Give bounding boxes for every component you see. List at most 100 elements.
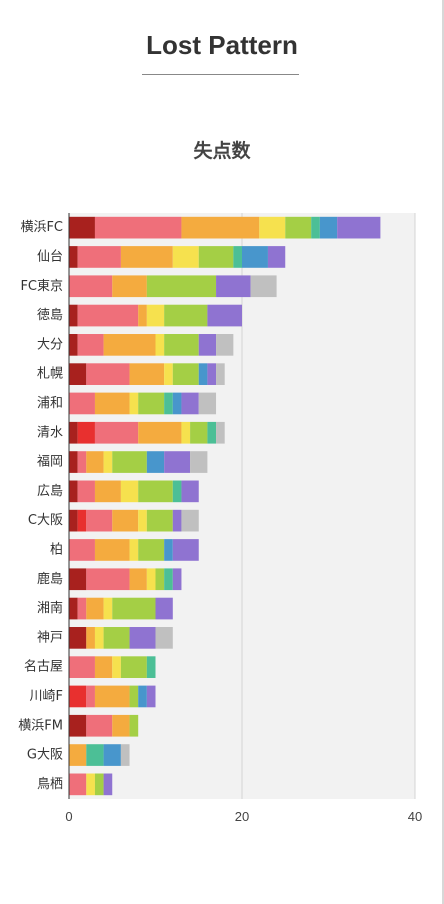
bar-segment-5-2: [86, 363, 130, 385]
bar-segment-3-8: [207, 304, 242, 327]
bar-segment-8-2: [77, 451, 87, 473]
category-label: 札幌: [37, 366, 63, 382]
bar-segment-14-8: [129, 627, 156, 649]
bar-segment-10-1: [77, 509, 87, 532]
bar-segment-10-8: [172, 509, 182, 532]
bar-segment-14-0: [69, 627, 87, 649]
category-label: 清水: [37, 425, 63, 440]
bar-segment-8-8: [164, 451, 191, 473]
bar-segment-17-0: [69, 714, 87, 737]
category-label: 福岡: [37, 455, 63, 470]
bar-segment-3-4: [146, 304, 165, 327]
bar-segment-11-2: [69, 539, 95, 561]
bar-segment-4-4: [155, 334, 165, 356]
bar-segment-11-4: [129, 539, 139, 561]
bar-segment-11-5: [138, 539, 165, 561]
bar-segment-9-2: [77, 480, 95, 503]
bar-segment-13-3: [86, 597, 104, 620]
bar-segment-7-0: [69, 421, 78, 444]
bar-segment-18-6: [86, 744, 104, 766]
bar-segment-16-5: [129, 685, 139, 708]
bar-segment-7-6: [207, 421, 217, 444]
bar-segment-11-8: [172, 539, 199, 561]
category-label: 徳島: [37, 308, 63, 323]
bar-segment-15-6: [146, 656, 156, 678]
bar-segment-12-0: [69, 568, 87, 591]
bar-segment-19-4: [86, 773, 95, 796]
bar-segment-0-0: [69, 216, 95, 239]
bar-segment-3-2: [77, 304, 139, 327]
bar-segment-4-2: [77, 334, 104, 356]
bar-segment-2-8: [216, 275, 251, 298]
bar-segment-8-0: [69, 451, 78, 473]
category-label: 浦和: [37, 396, 63, 411]
x-tick-labels: 0 20 40: [65, 809, 422, 824]
category-label: 仙台: [37, 249, 63, 264]
bar-segment-4-8: [198, 334, 217, 356]
category-label: 神戸: [37, 630, 63, 645]
x-tick-label: 0: [65, 809, 72, 824]
bar-segment-14-9: [155, 627, 173, 649]
bar-segment-3-0: [69, 304, 78, 327]
bar-segment-2-3: [112, 275, 147, 298]
bar-segment-8-5: [112, 451, 147, 473]
bar-segment-14-4: [94, 627, 104, 649]
bar-segment-1-3: [120, 246, 173, 268]
bar-segment-13-5: [112, 597, 156, 620]
category-label: FC東京: [20, 278, 63, 294]
category-label: G大阪: [27, 748, 63, 763]
category-label: C大阪: [28, 513, 63, 528]
category-label: 鹿島: [37, 571, 63, 587]
bar-segment-0-5: [285, 216, 312, 239]
bar-segment-11-3: [94, 539, 130, 561]
bar-segment-0-2: [94, 216, 182, 239]
bar-segment-1-0: [69, 246, 78, 268]
bar-segment-4-3: [103, 334, 156, 356]
x-tick-label: 20: [235, 809, 249, 824]
bar-segment-8-7: [146, 451, 165, 473]
bar-segment-2-9: [250, 275, 277, 298]
bar-segment-18-3: [69, 744, 87, 766]
bar-segment-10-4: [138, 509, 147, 532]
bar-segment-2-2: [69, 275, 113, 298]
bar-segment-10-3: [112, 509, 139, 532]
bar-segment-15-2: [69, 656, 95, 678]
bar-segment-1-2: [77, 246, 121, 268]
bar-segment-10-0: [69, 509, 78, 532]
bar-segment-18-7: [103, 744, 121, 766]
bar-segment-5-4: [164, 363, 173, 385]
bar-segment-3-3: [138, 304, 147, 327]
x-tick-label: 40: [408, 809, 422, 824]
bar-segment-19-8: [103, 773, 113, 796]
bar-segment-4-0: [69, 334, 78, 356]
bar-segment-12-6: [164, 568, 173, 591]
bar-segment-2-5: [146, 275, 217, 298]
bar-segment-11-7: [164, 539, 173, 561]
bar-segment-18-9: [120, 744, 130, 766]
bar-segment-7-1: [77, 421, 95, 444]
bar-segment-3-5: [164, 304, 208, 327]
bar-segment-4-5: [164, 334, 199, 356]
bar-segment-8-9: [190, 451, 208, 473]
bar-segment-0-7: [319, 216, 338, 239]
bar-segment-6-7: [172, 392, 182, 415]
bar-segment-10-5: [146, 509, 173, 532]
bar-segment-15-4: [112, 656, 121, 678]
bar-segment-5-0: [69, 363, 87, 385]
bar-segment-14-5: [103, 627, 130, 649]
bar-segment-13-0: [69, 597, 78, 620]
bar-segment-5-7: [198, 363, 208, 385]
category-label: 湘南: [37, 600, 63, 616]
bar-segment-13-4: [103, 597, 113, 620]
bar-segment-1-5: [198, 246, 234, 268]
category-label: 広島: [37, 484, 63, 499]
bar-segment-0-4: [259, 216, 286, 239]
bar-segment-0-6: [311, 216, 320, 239]
bar-segment-6-4: [129, 392, 139, 415]
bar-segment-7-2: [94, 421, 139, 444]
bar-segment-0-8: [337, 216, 381, 239]
bar-segment-19-5: [94, 773, 104, 796]
bar-segment-17-2: [86, 714, 113, 737]
bar-segment-1-8: [267, 246, 286, 268]
